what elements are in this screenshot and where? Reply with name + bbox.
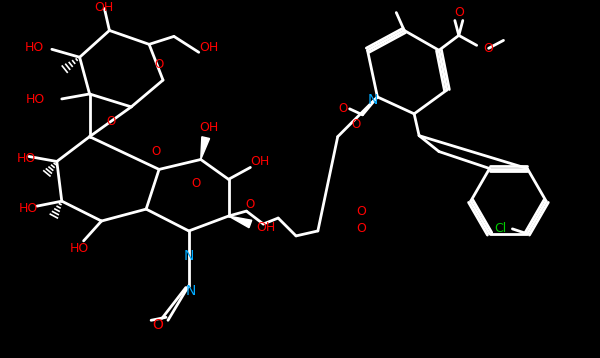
Text: O: O [107, 115, 116, 128]
Text: O: O [246, 198, 255, 211]
Text: N: N [367, 93, 377, 107]
Text: OH: OH [199, 41, 218, 54]
Polygon shape [201, 137, 209, 159]
Text: O: O [454, 6, 464, 19]
Text: N: N [184, 249, 194, 263]
Text: OH: OH [94, 1, 113, 14]
Text: HO: HO [26, 93, 45, 106]
Text: HO: HO [17, 152, 37, 165]
Text: O: O [154, 58, 164, 71]
Text: O: O [351, 118, 360, 131]
Text: O: O [152, 318, 163, 332]
Text: O: O [191, 177, 200, 190]
Text: HO: HO [70, 242, 89, 255]
Text: HO: HO [19, 202, 38, 214]
Text: Cl: Cl [494, 222, 506, 235]
Text: OH: OH [257, 222, 276, 234]
Polygon shape [229, 216, 252, 228]
Text: OH: OH [199, 121, 218, 134]
Text: HO: HO [25, 41, 44, 54]
Text: OH: OH [251, 155, 270, 168]
Text: O: O [484, 42, 494, 55]
Text: N: N [185, 284, 196, 297]
Text: O: O [338, 102, 347, 115]
Text: O: O [356, 222, 367, 236]
Text: O: O [356, 204, 367, 218]
Text: O: O [151, 145, 161, 158]
